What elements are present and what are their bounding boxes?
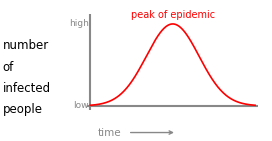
Text: of: of [3,61,14,74]
Text: peak of epidemic: peak of epidemic [131,10,215,20]
Text: high: high [69,19,89,28]
Text: people: people [3,103,43,116]
Text: infected: infected [3,82,51,95]
Text: time: time [98,128,122,137]
Text: number: number [3,39,49,52]
Text: low: low [73,101,89,110]
